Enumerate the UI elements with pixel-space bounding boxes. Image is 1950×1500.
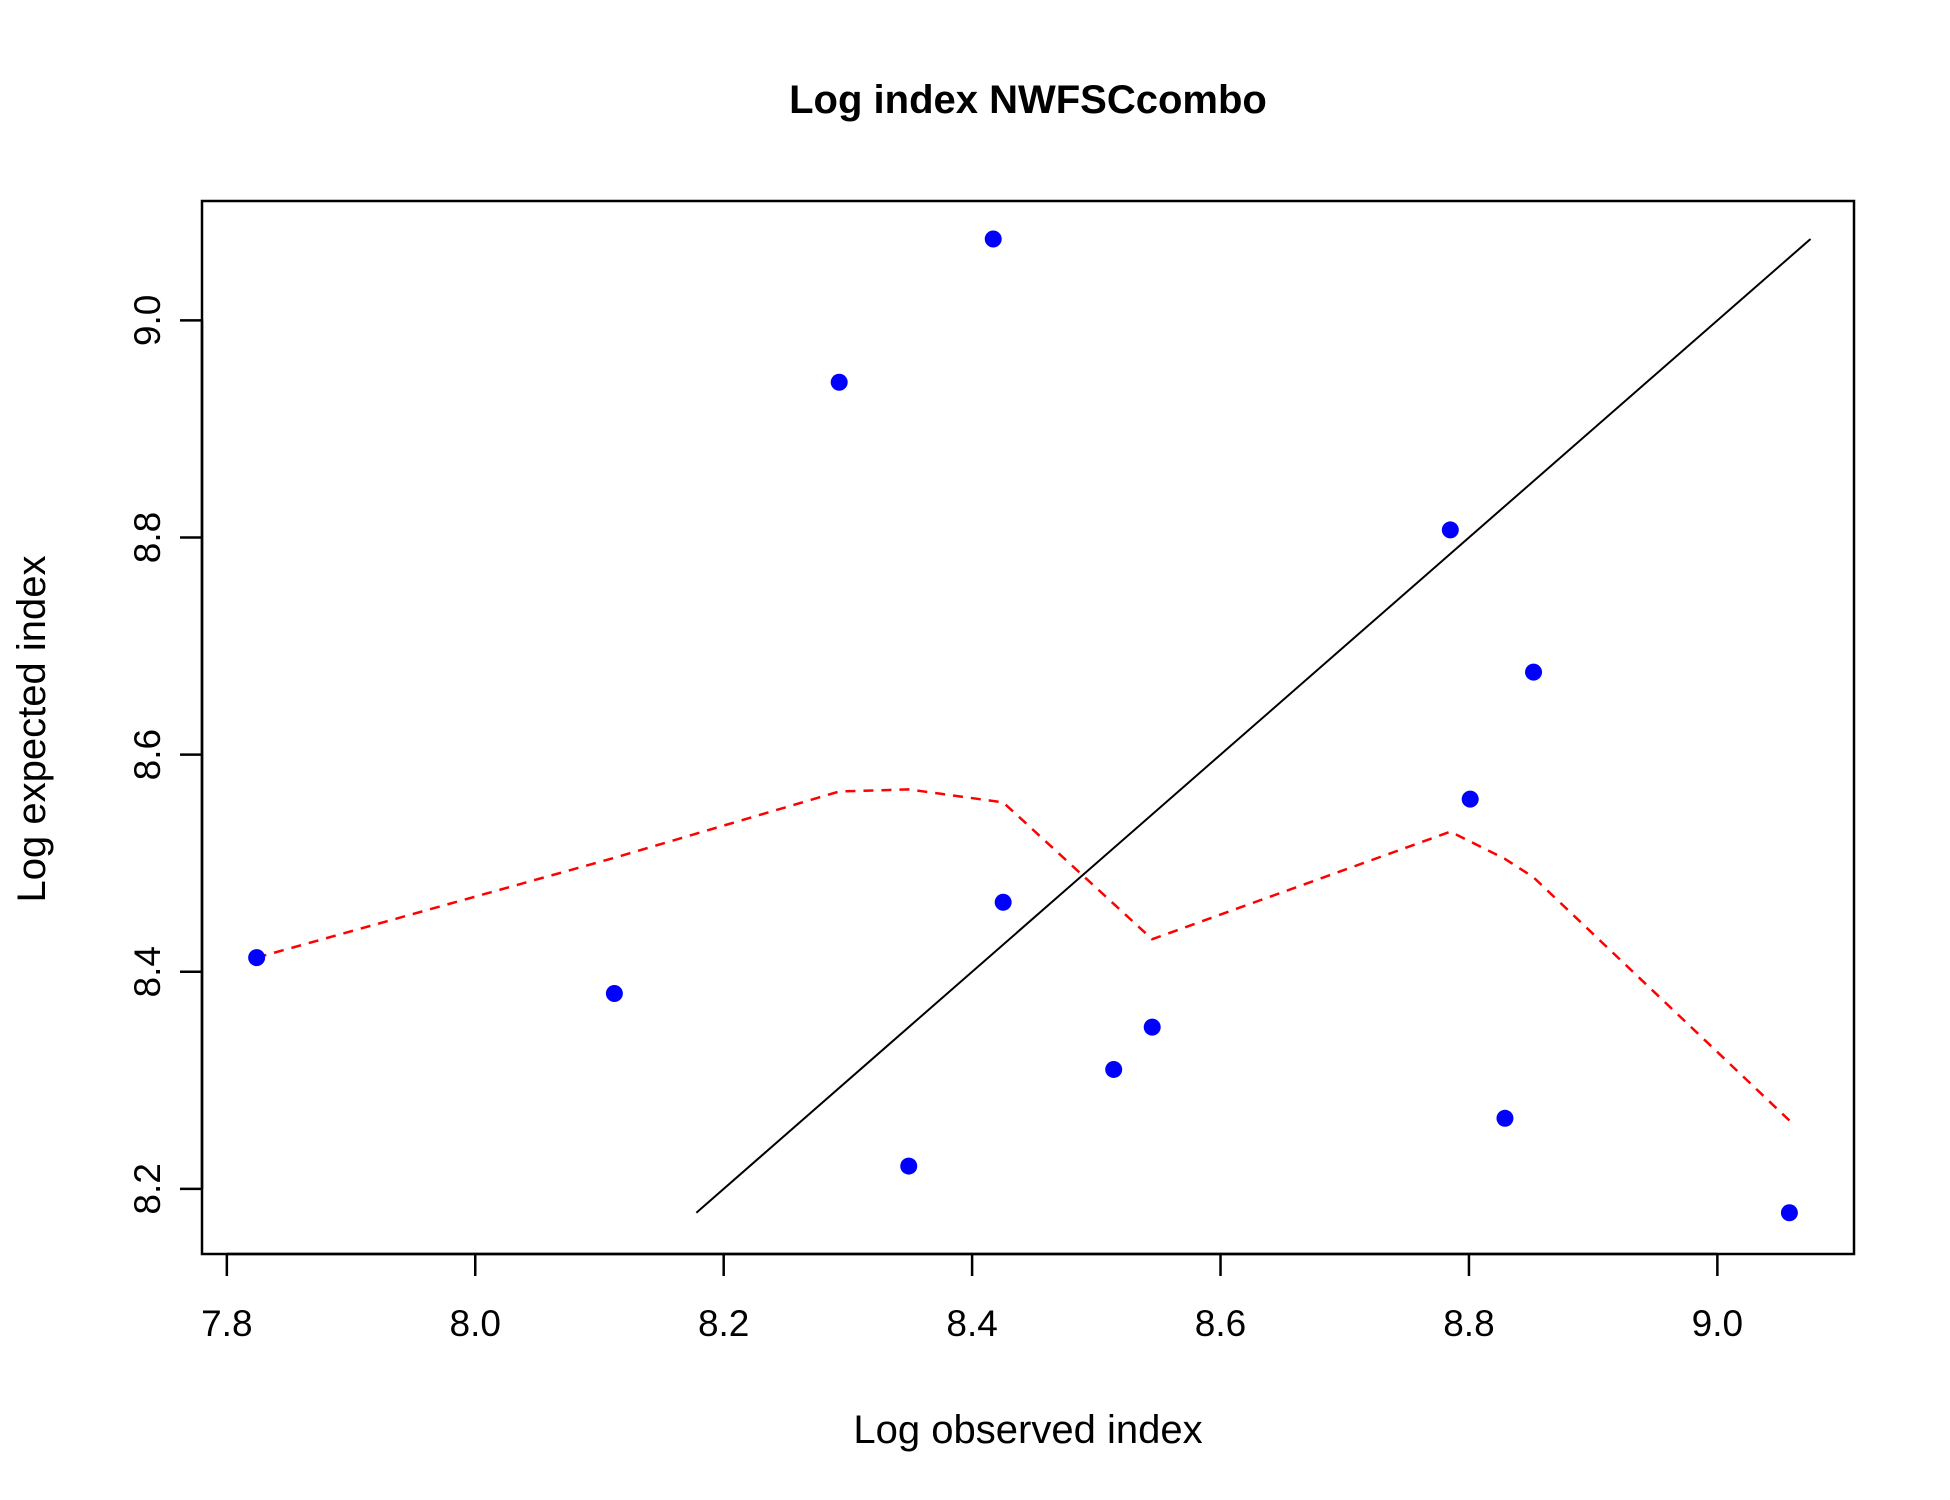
data-point	[1105, 1060, 1123, 1078]
identity-line-layer	[695, 238, 1812, 1214]
y-tick-label: 8.6	[127, 729, 168, 780]
data-point	[1496, 1109, 1514, 1127]
data-point	[1143, 1018, 1161, 1036]
x-tick-label: 8.2	[698, 1303, 749, 1344]
identity-line	[695, 238, 1812, 1214]
data-point	[994, 893, 1012, 911]
data-point	[605, 984, 623, 1002]
y-axis-label: Log expected index	[10, 556, 54, 903]
x-axis-label: Log observed index	[853, 1408, 1202, 1452]
x-tick-label: 8.8	[1443, 1303, 1494, 1344]
points-layer	[248, 230, 1798, 1222]
x-tick-label: 8.6	[1195, 1303, 1246, 1344]
data-point	[1525, 663, 1543, 681]
data-point	[900, 1157, 918, 1175]
y-tick-label: 8.2	[127, 1163, 168, 1214]
smooth-line-layer	[256, 788, 1791, 1122]
data-point	[1780, 1204, 1798, 1222]
data-point	[248, 949, 266, 967]
smooth-dashed-line	[256, 788, 1791, 1122]
x-tick-label: 8.0	[450, 1303, 501, 1344]
chart-title: Log index NWFSCcombo	[789, 78, 1267, 122]
y-tick-label: 8.8	[127, 512, 168, 563]
y-axis: 8.2 8.4 8.6 8.8 9.0	[127, 295, 204, 1215]
x-tick-label: 9.0	[1692, 1303, 1743, 1344]
x-tick-label: 7.8	[201, 1303, 252, 1344]
data-point	[984, 230, 1002, 248]
y-tick-label: 8.4	[127, 946, 168, 997]
data-point	[830, 373, 848, 391]
data-point	[1461, 790, 1479, 808]
data-point	[1441, 521, 1459, 539]
x-axis: 7.8 8.0 8.2 8.4 8.6 8.8 9.0	[201, 1252, 1743, 1344]
y-tick-label: 9.0	[127, 295, 168, 346]
x-tick-label: 8.4	[946, 1303, 997, 1344]
